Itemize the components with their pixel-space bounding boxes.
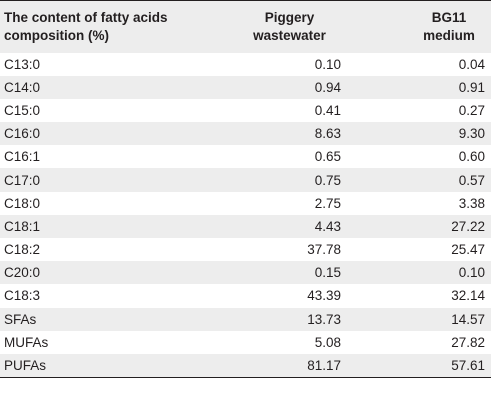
table-row: C13:0 0.10 0.04	[0, 53, 491, 76]
fatty-acid-name: C16:1	[4, 149, 41, 165]
piggery-value: 2.75	[314, 195, 341, 211]
piggery-value: 0.65	[314, 149, 341, 165]
header-col3-line1: BG11	[431, 9, 467, 25]
fatty-acid-name: C18:3	[4, 288, 41, 304]
piggery-value: 4.43	[314, 218, 341, 234]
fatty-acid-composition-table: The content of fatty acids composition (…	[0, 0, 491, 378]
fatty-acid-name: C14:0	[4, 79, 41, 95]
bg11-value: 0.57	[458, 172, 485, 188]
header-piggery-wastewater: Piggery wastewater	[212, 0, 347, 53]
table-row: C15:0 0.41 0.27	[0, 99, 491, 122]
fatty-acid-name: C13:0	[4, 56, 41, 72]
fatty-acid-name: C20:0	[4, 265, 41, 281]
table-row: C16:0 8.63 9.30	[0, 122, 491, 146]
table-row: MUFAs 5.08 27.82	[0, 331, 491, 354]
header-bg11-medium: BG11 medium	[347, 0, 491, 53]
bg11-value: 0.27	[458, 102, 485, 118]
header-col1-line1: The content of fatty acids	[4, 9, 168, 25]
table-body: C13:0 0.10 0.04 C14:0 0.94 0.91 C15:0 0.…	[0, 53, 491, 378]
piggery-value: 8.63	[314, 126, 341, 142]
header-col1-line2: composition (%)	[4, 27, 109, 43]
bg11-value: 9.30	[458, 126, 485, 142]
piggery-value: 81.17	[212, 353, 347, 378]
table-row: C18:0 2.75 3.38	[0, 192, 491, 215]
bg11-value: 32.14	[451, 288, 485, 304]
table-row: C14:0 0.94 0.91	[0, 75, 491, 99]
table-row: C16:1 0.65 0.60	[0, 145, 491, 168]
bg11-value: 25.47	[451, 242, 485, 258]
bg11-value: 27.22	[451, 218, 485, 234]
bg11-value: 0.04	[458, 56, 485, 72]
bg11-value: 14.57	[451, 311, 485, 327]
header-row: The content of fatty acids composition (…	[0, 0, 491, 53]
header-col2-line1: Piggery	[264, 9, 315, 25]
piggery-value: 0.94	[314, 79, 341, 95]
piggery-value: 5.08	[314, 334, 341, 350]
piggery-value: 0.75	[314, 172, 341, 188]
bg11-value: 0.91	[458, 79, 485, 95]
fatty-acid-name: MUFAs	[4, 334, 49, 350]
fatty-acid-name: C18:1	[4, 218, 41, 234]
fatty-acid-name: C17:0	[4, 172, 41, 188]
fatty-acid-name: C15:0	[4, 102, 41, 118]
piggery-value: 0.10	[314, 56, 341, 72]
piggery-value: 0.41	[314, 102, 341, 118]
fatty-acid-name: C16:0	[4, 126, 41, 142]
piggery-value: 0.15	[314, 265, 341, 281]
table-row: C20:0 0.15 0.10	[0, 261, 491, 285]
fatty-acid-name: C18:0	[4, 195, 41, 211]
table-row: PUFAs 81.17 57.61	[0, 353, 491, 378]
header-col3-line2: medium	[423, 27, 475, 43]
bg11-value: 27.82	[451, 334, 485, 350]
bg11-value: 0.60	[458, 149, 485, 165]
header-col2-line2: wastewater	[253, 27, 326, 43]
header-fatty-acid-composition: The content of fatty acids composition (…	[0, 0, 212, 53]
table-row: C18:2 37.78 25.47	[0, 238, 491, 261]
fatty-acid-name: C18:2	[4, 242, 41, 258]
bg11-value: 57.61	[347, 353, 491, 378]
table-header: The content of fatty acids composition (…	[0, 0, 491, 53]
fatty-acid-name: PUFAs	[0, 353, 212, 378]
table-row: C18:3 43.39 32.14	[0, 284, 491, 307]
table-row: C17:0 0.75 0.57	[0, 168, 491, 192]
piggery-value: 37.78	[307, 242, 341, 258]
piggery-value: 13.73	[307, 311, 341, 327]
table-row: SFAs 13.73 14.57	[0, 307, 491, 331]
bg11-value: 3.38	[458, 195, 485, 211]
piggery-value: 43.39	[307, 288, 341, 304]
table-row: C18:1 4.43 27.22	[0, 214, 491, 238]
fatty-acid-name: SFAs	[4, 311, 37, 327]
bg11-value: 0.10	[458, 265, 485, 281]
